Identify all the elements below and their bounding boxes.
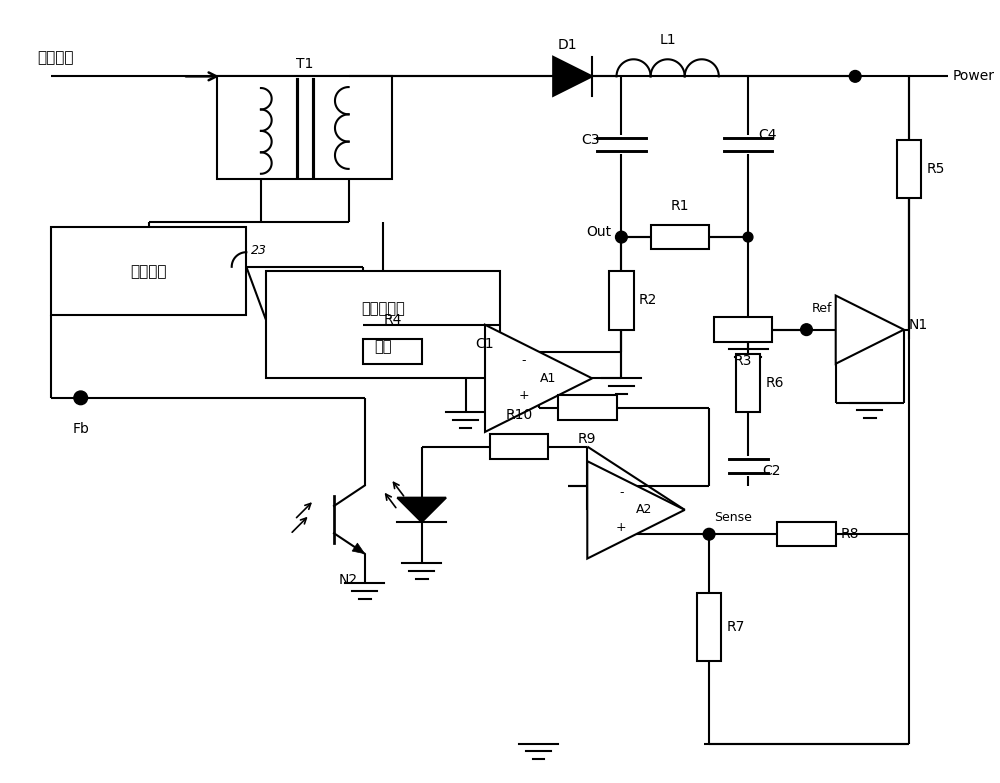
Text: R3: R3 bbox=[734, 354, 752, 368]
Text: R10: R10 bbox=[505, 408, 533, 422]
Text: R8: R8 bbox=[841, 527, 859, 541]
Text: +: + bbox=[616, 521, 627, 534]
Text: C3: C3 bbox=[581, 132, 599, 146]
Text: R4: R4 bbox=[383, 313, 402, 327]
Polygon shape bbox=[397, 498, 446, 522]
Bar bbox=[651, 225, 709, 249]
Bar bbox=[736, 354, 760, 413]
Polygon shape bbox=[836, 295, 904, 364]
Bar bbox=[697, 593, 721, 661]
Bar bbox=[609, 271, 634, 330]
Text: -: - bbox=[522, 355, 526, 367]
Polygon shape bbox=[485, 325, 592, 432]
Text: D1: D1 bbox=[558, 38, 578, 52]
Text: A1: A1 bbox=[540, 372, 557, 385]
Text: R1: R1 bbox=[671, 199, 689, 213]
Text: R2: R2 bbox=[639, 294, 657, 308]
Circle shape bbox=[703, 529, 715, 540]
Bar bbox=[558, 395, 617, 420]
Circle shape bbox=[801, 324, 812, 335]
Text: 23: 23 bbox=[251, 244, 267, 257]
Text: Fb: Fb bbox=[72, 422, 89, 436]
Text: Sense: Sense bbox=[714, 511, 752, 525]
Text: R5: R5 bbox=[926, 162, 945, 176]
Text: 显示设备的: 显示设备的 bbox=[361, 301, 405, 316]
Bar bbox=[266, 271, 500, 378]
Text: Power: Power bbox=[953, 70, 995, 83]
Bar bbox=[217, 77, 392, 179]
Text: R7: R7 bbox=[727, 620, 745, 633]
Text: C2: C2 bbox=[763, 464, 781, 478]
Text: Out: Out bbox=[587, 226, 612, 240]
Text: 主板: 主板 bbox=[374, 339, 391, 354]
Circle shape bbox=[849, 70, 861, 82]
Text: -: - bbox=[619, 485, 624, 499]
Text: R6: R6 bbox=[766, 376, 784, 390]
Text: +: + bbox=[519, 389, 529, 402]
Text: T1: T1 bbox=[296, 57, 313, 71]
Text: A2: A2 bbox=[636, 503, 652, 516]
Polygon shape bbox=[553, 57, 592, 96]
Bar bbox=[51, 227, 246, 315]
Bar bbox=[363, 339, 422, 364]
Bar bbox=[490, 435, 548, 459]
Text: R9: R9 bbox=[578, 432, 597, 446]
Text: C4: C4 bbox=[758, 128, 776, 142]
Polygon shape bbox=[587, 461, 685, 558]
Bar bbox=[897, 139, 921, 198]
Text: 控制电路: 控制电路 bbox=[131, 264, 167, 279]
Polygon shape bbox=[352, 543, 365, 554]
Circle shape bbox=[74, 391, 88, 405]
Text: C1: C1 bbox=[475, 337, 494, 352]
Bar bbox=[777, 522, 836, 547]
Bar bbox=[714, 317, 772, 342]
Text: Ref: Ref bbox=[811, 302, 832, 315]
Circle shape bbox=[616, 231, 627, 243]
Text: N2: N2 bbox=[339, 573, 358, 587]
Text: 直流电压: 直流电压 bbox=[37, 49, 73, 65]
Text: L1: L1 bbox=[659, 33, 676, 47]
Circle shape bbox=[743, 233, 753, 242]
Text: N1: N1 bbox=[909, 318, 928, 332]
